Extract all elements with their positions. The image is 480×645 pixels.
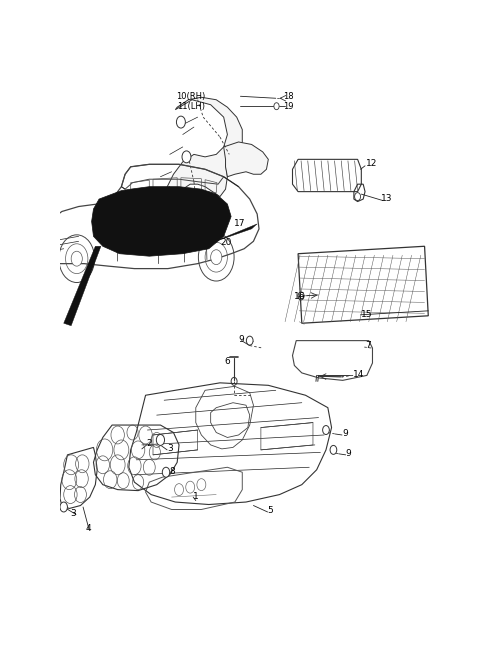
Circle shape xyxy=(330,446,337,454)
Text: 8: 8 xyxy=(169,467,175,476)
Circle shape xyxy=(246,336,253,345)
Text: 16: 16 xyxy=(294,292,305,301)
Text: 15: 15 xyxy=(360,310,372,319)
Text: 9: 9 xyxy=(239,335,244,344)
Circle shape xyxy=(60,502,67,512)
Text: 12: 12 xyxy=(366,159,377,168)
Circle shape xyxy=(179,212,186,221)
Text: 10(RH): 10(RH) xyxy=(176,92,205,101)
Circle shape xyxy=(274,103,279,110)
Text: 11(LH): 11(LH) xyxy=(177,102,205,111)
Circle shape xyxy=(177,116,185,128)
Text: 14: 14 xyxy=(353,370,364,379)
Circle shape xyxy=(182,151,191,163)
Text: 2: 2 xyxy=(147,439,152,448)
Circle shape xyxy=(185,212,192,221)
Text: 3: 3 xyxy=(167,444,173,453)
Text: 3: 3 xyxy=(71,509,76,518)
Polygon shape xyxy=(224,142,268,177)
Text: 19: 19 xyxy=(283,102,294,111)
Polygon shape xyxy=(153,97,242,239)
Text: 7: 7 xyxy=(365,341,371,350)
Text: 5: 5 xyxy=(267,506,273,515)
Text: 20: 20 xyxy=(221,238,232,247)
Text: 18: 18 xyxy=(283,92,294,101)
Text: 1: 1 xyxy=(193,491,199,501)
Polygon shape xyxy=(92,186,231,256)
Polygon shape xyxy=(202,224,257,246)
Circle shape xyxy=(211,250,222,264)
Text: 9: 9 xyxy=(342,430,348,439)
Polygon shape xyxy=(64,246,101,326)
Circle shape xyxy=(323,426,329,435)
Text: 4: 4 xyxy=(85,524,91,533)
Circle shape xyxy=(163,215,172,228)
Text: 17: 17 xyxy=(234,219,246,228)
Text: 13: 13 xyxy=(381,194,392,203)
Circle shape xyxy=(162,467,170,477)
Circle shape xyxy=(163,203,172,215)
Circle shape xyxy=(71,251,83,266)
Text: 6: 6 xyxy=(225,357,230,366)
Circle shape xyxy=(156,435,165,446)
Text: 9: 9 xyxy=(346,450,351,459)
